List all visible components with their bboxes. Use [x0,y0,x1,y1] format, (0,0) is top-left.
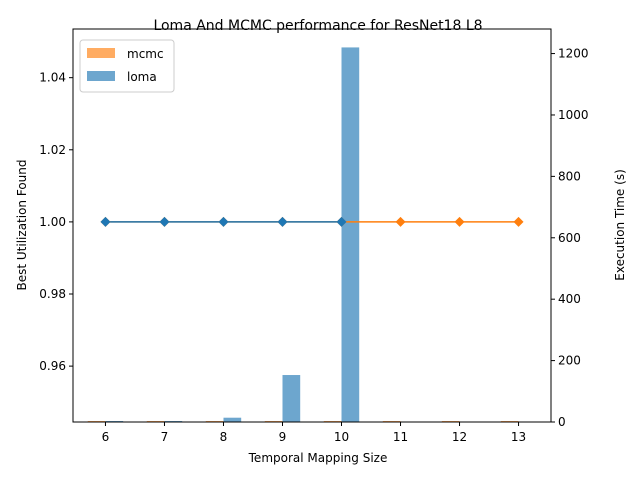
y-right-tick-label-400: 400 [558,292,581,306]
x-tick-label-8: 8 [220,430,228,444]
y-axis-left: 0.96 0.98 1.00 1.02 1.04 [39,71,73,373]
bars-layer [87,47,519,422]
point-loma-7 [159,216,170,227]
bar-loma-10 [341,47,360,422]
point-mcmc-11 [395,216,406,227]
y-right-tick-label-600: 600 [558,231,581,245]
x-tick-label-6: 6 [102,430,110,444]
x-axis: 6 7 8 9 10 11 12 13 [102,422,526,444]
point-mcmc-12 [454,216,465,227]
y-right-tick-label-200: 200 [558,354,581,368]
y-right-tick-label-1000: 1000 [558,108,589,122]
x-tick-label-12: 12 [452,430,467,444]
point-loma-6 [100,216,111,227]
y-axis-left-label: Best Utilization Found [15,160,29,291]
bar-loma-8 [223,417,242,422]
x-tick-label-9: 9 [279,430,287,444]
y-left-tick-label-0.96: 0.96 [39,359,66,373]
y-right-tick-label-0: 0 [558,415,566,429]
point-loma-10 [336,216,347,227]
legend: mcmc loma [79,39,175,93]
x-tick-label-10: 10 [334,430,349,444]
legend-label-loma: loma [127,70,157,84]
legend-label-mcmc: mcmc [127,47,164,61]
point-loma-8 [218,216,229,227]
y-axis-right: 0 200 400 600 800 1000 1200 [551,47,589,429]
plot-frame [72,28,552,423]
y-left-tick-label-1.04: 1.04 [39,71,66,85]
y-left-tick-label-1.02: 1.02 [39,143,66,157]
point-mcmc-13 [513,216,524,227]
legend-swatch-loma [87,71,115,81]
bar-loma-9 [282,375,301,422]
chart-title: Loma And MCMC performance for ResNet18 L… [153,18,482,34]
lines-layer [100,216,524,227]
y-axis-right-label: Execution Time (s) [613,169,627,281]
x-axis-label: Temporal Mapping Size [248,451,388,465]
x-tick-label-7: 7 [161,430,169,444]
x-tick-label-11: 11 [393,430,408,444]
legend-swatch-mcmc [87,48,115,58]
point-loma-9 [277,216,288,227]
y-left-tick-label-0.98: 0.98 [39,287,66,301]
y-right-tick-label-1200: 1200 [558,47,589,61]
y-right-tick-label-800: 800 [558,169,581,183]
x-tick-label-13: 13 [511,430,526,444]
y-left-tick-label-1.00: 1.00 [39,215,66,229]
